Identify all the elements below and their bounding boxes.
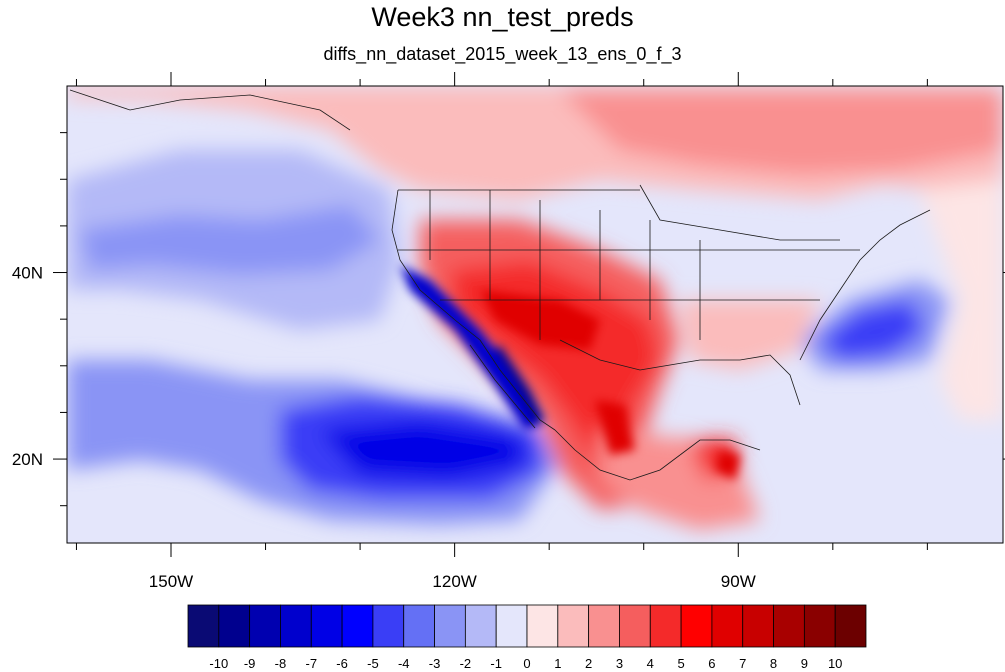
map-title: Week3 nn_test_preds xyxy=(371,2,634,32)
colorbar-swatch xyxy=(834,604,867,648)
colorbar-label: 5 xyxy=(677,656,684,671)
colorbar-swatch xyxy=(310,604,343,648)
x-tick-label: 120W xyxy=(432,572,476,591)
coastlines xyxy=(69,89,931,481)
y-tick-label: 40N xyxy=(12,264,43,283)
x-tick-label: 90W xyxy=(721,572,756,591)
colorbar-swatch xyxy=(464,604,497,648)
colorbar-swatch xyxy=(649,604,682,648)
colorbar-label: -4 xyxy=(398,656,410,671)
colorbar-swatch xyxy=(588,604,620,648)
colorbar-swatch xyxy=(742,604,774,648)
colorbar-label: 10 xyxy=(828,656,842,671)
colorbar-swatch xyxy=(403,604,435,648)
colorbar-label: 7 xyxy=(739,656,746,671)
colorbar-swatch xyxy=(619,604,651,648)
colorbar-label: -10 xyxy=(209,656,228,671)
map-subtitle: diffs_nn_dataset_2015_week_13_ens_0_f_3 xyxy=(323,44,682,64)
colorbar-label: 3 xyxy=(616,656,623,671)
colorbar-label: -5 xyxy=(367,656,379,671)
map-frame xyxy=(66,85,1004,544)
colorbar-swatch xyxy=(187,604,220,648)
colorbar-label: 0 xyxy=(523,656,530,671)
colorbar-label: -2 xyxy=(460,656,472,671)
colorbar-label: -9 xyxy=(244,656,256,671)
colorbar-swatch xyxy=(773,604,805,648)
colorbar-swatch xyxy=(372,604,405,648)
colorbar-swatch xyxy=(341,604,374,648)
colorbar-label: -3 xyxy=(429,656,441,671)
colorbar-swatch xyxy=(803,604,836,648)
colorbar-label: 9 xyxy=(801,656,808,671)
colorbar-swatch xyxy=(280,604,312,648)
anomaly-field xyxy=(67,86,1003,543)
colorbar-swatch xyxy=(495,604,528,648)
colorbar-swatch xyxy=(249,604,281,648)
colorbar-swatch xyxy=(526,604,559,648)
colorbar-label: 2 xyxy=(585,656,592,671)
colorbar-label: 1 xyxy=(554,656,561,671)
x-tick-label: 150W xyxy=(149,572,193,591)
colorbar-label: 8 xyxy=(770,656,777,671)
colorbar-swatch xyxy=(680,604,713,648)
colorbar-label: 6 xyxy=(708,656,715,671)
colorbar: -10 -9 -8 -7 -6 -5 -4 -3 -2 -1 0 1 2 3 4 5 6 7 8 9 10 xyxy=(187,604,867,671)
colorbar-label: -7 xyxy=(305,656,317,671)
colorbar-swatch xyxy=(218,604,251,648)
colorbar-label: 4 xyxy=(647,656,654,671)
axis-ticks: 150W 120W 90W 40N 20N xyxy=(12,72,1005,591)
colorbar-label: -1 xyxy=(490,656,502,671)
colorbar-label: -6 xyxy=(336,656,348,671)
colorbar-label: -8 xyxy=(275,656,287,671)
colorbar-swatch xyxy=(557,604,590,648)
colorbar-swatch xyxy=(434,604,466,648)
colorbar-swatch xyxy=(711,604,744,648)
y-tick-label: 20N xyxy=(12,450,43,469)
